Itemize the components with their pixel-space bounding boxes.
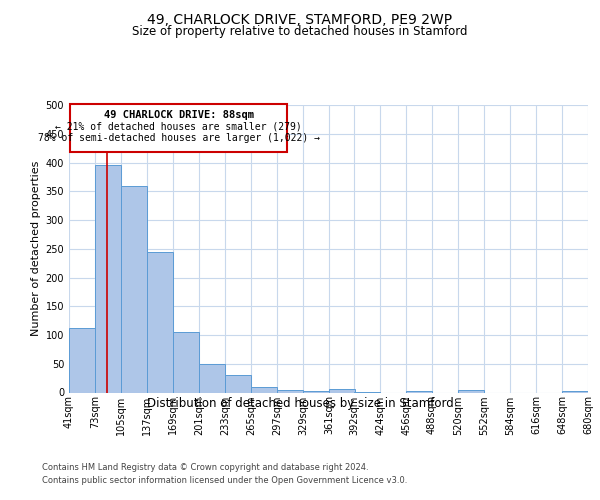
Bar bbox=[277, 390, 303, 392]
Bar bbox=[458, 390, 484, 392]
Text: Size of property relative to detached houses in Stamford: Size of property relative to detached ho… bbox=[132, 25, 468, 38]
Text: Distribution of detached houses by size in Stamford: Distribution of detached houses by size … bbox=[146, 398, 454, 410]
Text: 49 CHARLOCK DRIVE: 88sqm: 49 CHARLOCK DRIVE: 88sqm bbox=[104, 110, 254, 120]
Text: Contains public sector information licensed under the Open Government Licence v3: Contains public sector information licen… bbox=[42, 476, 407, 485]
Bar bbox=[329, 389, 355, 392]
Bar bbox=[199, 364, 225, 392]
Bar bbox=[173, 332, 199, 392]
Bar bbox=[69, 328, 95, 392]
Bar bbox=[406, 391, 432, 392]
Bar bbox=[121, 186, 147, 392]
Bar bbox=[225, 375, 251, 392]
Text: 78% of semi-detached houses are larger (1,022) →: 78% of semi-detached houses are larger (… bbox=[38, 132, 320, 142]
Bar bbox=[95, 166, 121, 392]
Bar bbox=[251, 388, 277, 392]
Text: 49, CHARLOCK DRIVE, STAMFORD, PE9 2WP: 49, CHARLOCK DRIVE, STAMFORD, PE9 2WP bbox=[148, 12, 452, 26]
Bar bbox=[147, 252, 173, 392]
Text: Contains HM Land Registry data © Crown copyright and database right 2024.: Contains HM Land Registry data © Crown c… bbox=[42, 462, 368, 471]
Y-axis label: Number of detached properties: Number of detached properties bbox=[31, 161, 41, 336]
Text: ← 21% of detached houses are smaller (279): ← 21% of detached houses are smaller (27… bbox=[55, 121, 302, 131]
FancyBboxPatch shape bbox=[70, 104, 287, 152]
